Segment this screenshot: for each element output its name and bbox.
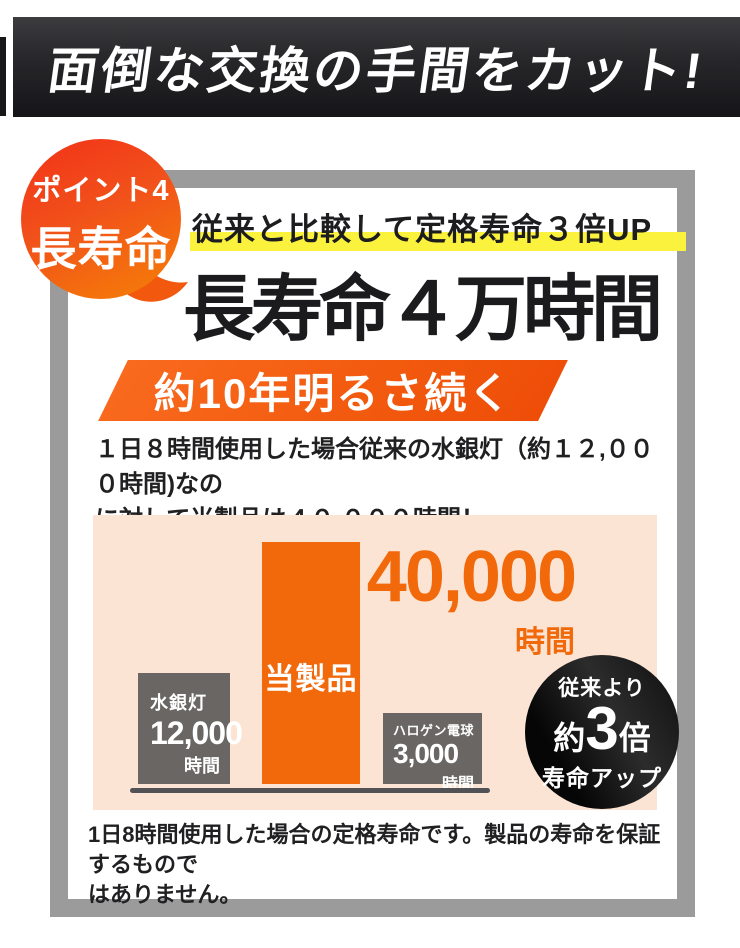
top-banner: 面倒な交換の手間をカット! xyxy=(13,17,740,117)
disclaimer-note: 1日8時間使用した場合の定格寿命です。製品の寿命を保証するもので はありません。 xyxy=(88,820,663,910)
highlight-value-block: 40,000 時間 xyxy=(345,537,577,661)
banner-edge-sliver xyxy=(0,37,6,116)
main-heading: 長寿命４万時間 xyxy=(183,270,663,350)
badge-top-text: 従来より xyxy=(558,676,646,700)
highlight-unit: 時間 xyxy=(515,626,575,659)
subtitle-row: 従来と比較して定格寿命３倍UP xyxy=(190,204,687,251)
lifespan-badge-circle: 従来より 約 3 倍 寿命アップ xyxy=(525,655,679,809)
badge-number: 3 xyxy=(585,694,619,762)
bar-mercury-lamp: 水銀灯 12,000 時間 xyxy=(138,673,243,784)
point-title-label: 長寿命 xyxy=(30,223,172,275)
bar-this-product: 当製品 xyxy=(262,542,360,784)
badge-approx: 約 xyxy=(553,719,586,756)
subtitle-highlighted-text: 従来と比較して定格寿命３倍UP xyxy=(190,210,687,251)
bar-halogen-value: 3,000 xyxy=(393,738,459,769)
badge-multiplier-row: 約 3 倍 xyxy=(553,694,651,762)
note-line-1: 1日8時間使用した場合の定格寿命です。製品の寿命を保証するもので xyxy=(88,822,661,877)
note-line-2: はありません。 xyxy=(88,882,242,907)
highlight-value: 40,000 xyxy=(366,537,577,617)
badge-times: 倍 xyxy=(618,719,651,756)
bar-mercury-name: 水銀灯 xyxy=(150,693,207,713)
bar-product-name: 当製品 xyxy=(264,663,358,696)
point-number-label: ポイント4 xyxy=(32,175,170,207)
bar-halogen-bulb: ハロゲン電球 3,000 時間 xyxy=(383,713,482,793)
bar-mercury-value: 12,000 xyxy=(150,715,243,751)
bar-halogen-name: ハロゲン電球 xyxy=(393,723,475,738)
body-line-1: １日８時間使用した場合従来の水銀灯（約１２,０００時間)なの xyxy=(95,436,654,498)
bar-mercury-unit: 時間 xyxy=(184,755,220,776)
ribbon-banner-text: 約10年明るさ続く xyxy=(153,370,513,417)
point-speech-bubble: ポイント4 長寿命 xyxy=(21,139,181,299)
banner-title: 面倒な交換の手間をカット! xyxy=(44,43,708,99)
chart-baseline xyxy=(130,788,490,793)
badge-bottom-text: 寿命アップ xyxy=(542,764,662,791)
